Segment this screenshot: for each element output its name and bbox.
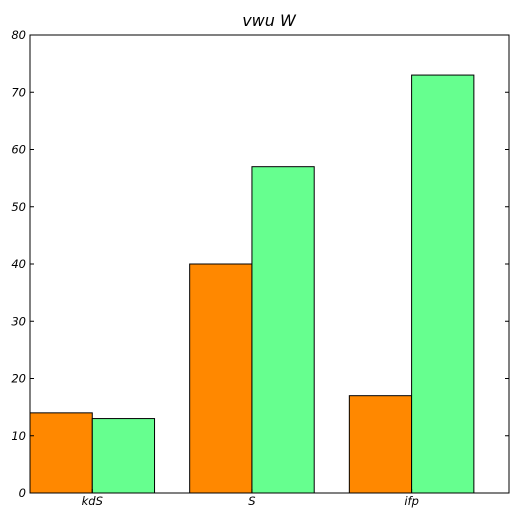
x-tick-label: ifp (404, 494, 419, 508)
chart-title: vwu W (242, 11, 297, 30)
bar-ifp-series-1 (348, 395, 413, 494)
y-axis: 0 10 20 30 40 50 60 70 80 (11, 28, 509, 500)
bar-kdS-series-1 (29, 412, 93, 494)
y-tick-label: 20 (11, 372, 26, 386)
y-tick-label: 80 (11, 28, 26, 42)
x-tick-label: kdS (82, 494, 103, 508)
y-tick-label: 0 (19, 486, 26, 500)
x-tick-label: S (248, 494, 255, 508)
y-tick-label: 70 (11, 85, 26, 99)
bar-kdS-series-2 (91, 418, 156, 494)
y-tick-label: 50 (11, 200, 26, 214)
y-tick-label: 30 (11, 314, 26, 328)
bar-S-series-2 (251, 166, 315, 494)
bar-ifp-series-2 (411, 74, 475, 494)
y-tick-label: 10 (11, 429, 26, 443)
y-tick-label: 40 (11, 257, 26, 271)
y-tick-label: 60 (11, 143, 26, 157)
bars-group (29, 74, 475, 494)
plot-area-frame (29, 34, 510, 494)
bar-S-series-1 (189, 263, 253, 494)
